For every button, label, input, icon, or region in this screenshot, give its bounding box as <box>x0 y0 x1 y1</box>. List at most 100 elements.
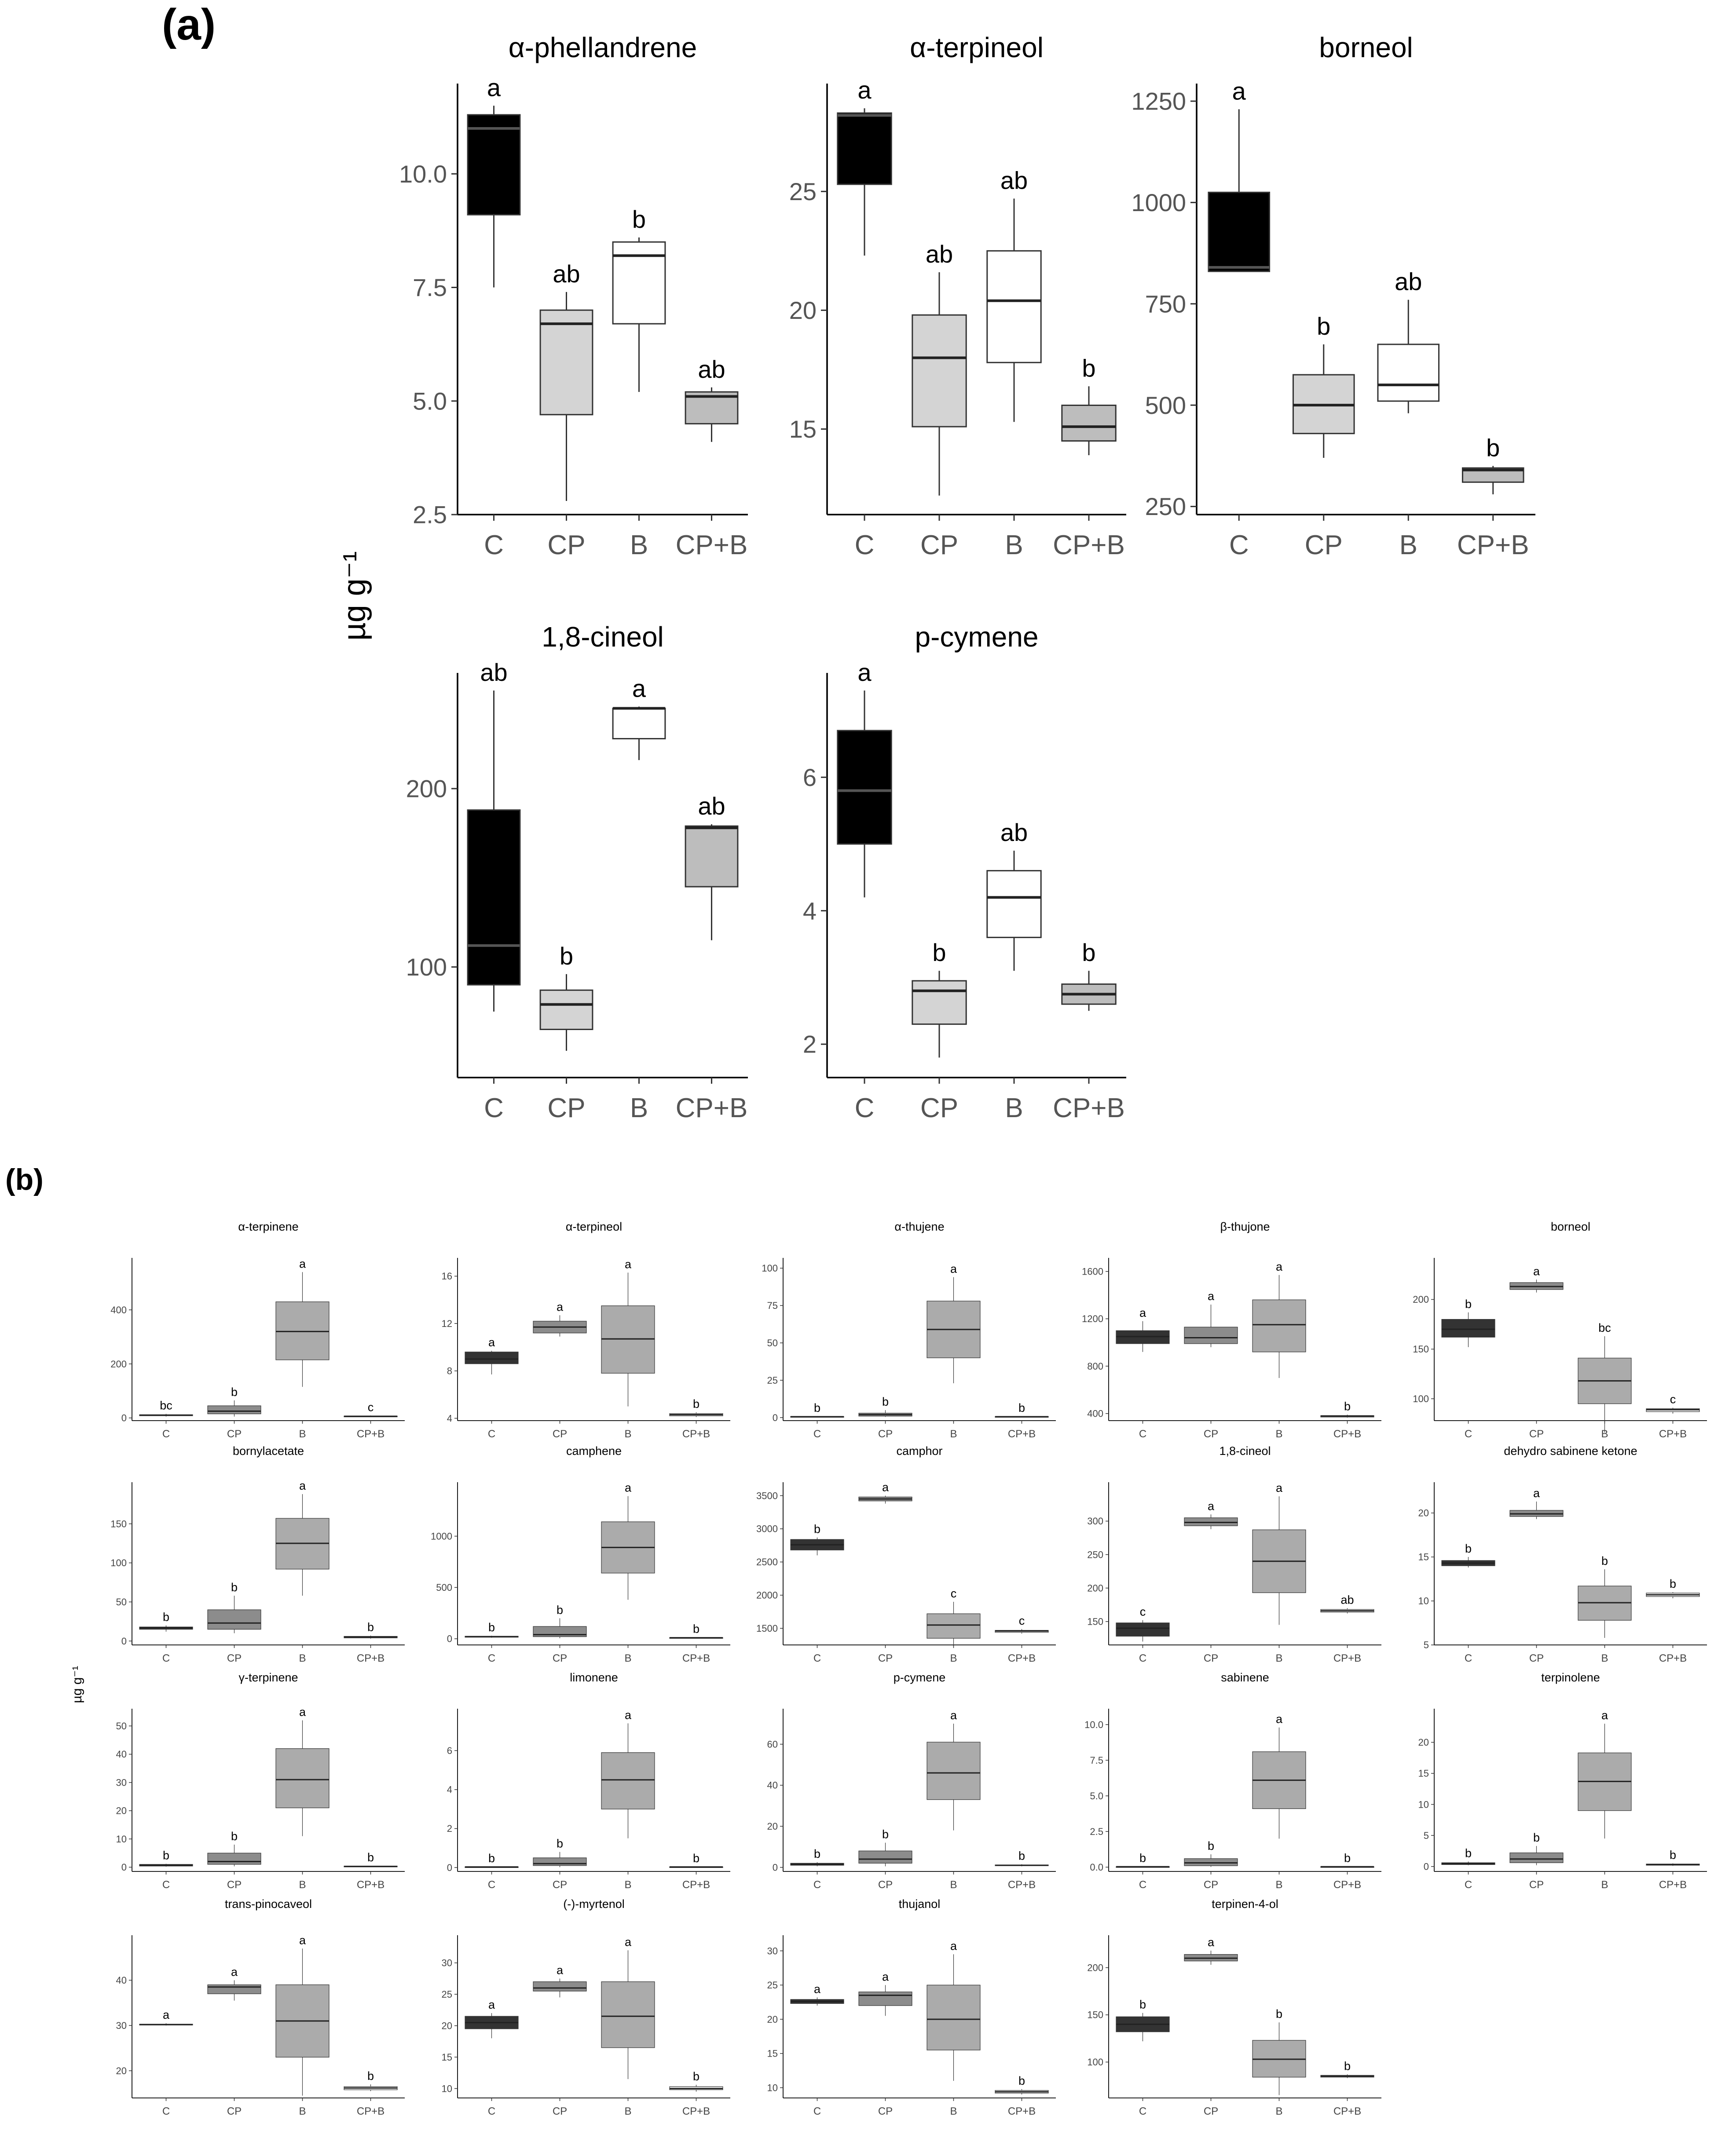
significance-letter: b <box>367 1621 374 1634</box>
y-tick-label: 40 <box>767 1780 778 1791</box>
x-tick-label: CP <box>553 1428 567 1440</box>
box-cp: b <box>912 939 967 1058</box>
significance-letter: ab <box>698 792 725 820</box>
box-c: b <box>139 1611 193 1632</box>
x-tick-label: CP+B <box>1457 530 1529 560</box>
box-cp-b: ab <box>685 355 739 442</box>
significance-letter: a <box>1232 77 1246 105</box>
box-cp: b <box>533 1837 587 1867</box>
significance-letter: b <box>882 1828 889 1841</box>
box-c: a <box>837 76 892 256</box>
x-tick-label: CP <box>1305 530 1343 560</box>
significance-letter: b <box>1317 312 1330 340</box>
y-tick-label: 15 <box>442 2052 452 2063</box>
chart-title: borneol <box>1551 1220 1590 1233</box>
x-tick-label: CP+B <box>1008 1652 1036 1664</box>
box-iqr <box>467 809 521 986</box>
chart-title: sabinene <box>1221 1671 1269 1684</box>
x-tick-label: CP+B <box>1333 1879 1361 1891</box>
box-c: b <box>465 1852 519 1868</box>
x-tick-label: CP <box>227 1879 242 1891</box>
x-tick-label: CP+B <box>1053 1093 1125 1123</box>
box-c: ab <box>467 658 521 1012</box>
box-c: a <box>465 1998 519 2039</box>
y-tick-label: 1000 <box>431 1531 452 1542</box>
y-tick-label: 0 <box>1424 1861 1429 1872</box>
box-iqr <box>465 1352 519 1364</box>
box-iqr <box>986 870 1042 938</box>
x-tick-label: B <box>1601 1879 1608 1891</box>
x-tick-label: CP+B <box>1659 1879 1687 1891</box>
chart-b-1-8-cineol-13: 1,8-cineol 150 200 250 300 C CP B CP+B c a a ab <box>1087 1444 1381 1664</box>
significance-letter: b <box>1018 1849 1025 1863</box>
significance-letter: b <box>1465 1542 1472 1555</box>
significance-letter: a <box>625 1481 632 1495</box>
significance-letter: b <box>488 1852 495 1865</box>
significance-letter: b <box>488 1621 495 1634</box>
x-tick-label: C <box>1139 1879 1146 1891</box>
x-tick-label: CP+B <box>682 1428 710 1440</box>
x-tick-label: CP+B <box>1659 1652 1687 1664</box>
y-tick-label: 20 <box>1418 1737 1429 1748</box>
chart-b-sabinene-18: sabinene 0.0 2.5 5.0 7.5 10.0 C CP B CP+B b b a b <box>1084 1671 1381 1891</box>
y-tick-label: 400 <box>1087 1408 1103 1419</box>
y-tick-label: 0 <box>121 1413 127 1424</box>
significance-letter: ab <box>1000 166 1028 194</box>
y-tick-label: 30 <box>116 1777 127 1788</box>
box-b: a <box>275 1933 330 2096</box>
x-tick-label: B <box>1275 1652 1282 1664</box>
box-iqr <box>207 1853 261 1865</box>
x-tick-label: CP <box>1204 1879 1218 1891</box>
y-tick-label: 20 <box>116 2065 127 2076</box>
significance-letter: a <box>950 1709 957 1722</box>
x-tick-label: CP+B <box>1008 1428 1036 1440</box>
significance-letter: a <box>882 1481 889 1494</box>
y-tick-label: 1600 <box>1082 1266 1103 1277</box>
chart-title: α-terpineol <box>910 32 1044 63</box>
significance-letter: b <box>1670 1577 1676 1590</box>
y-tick-label: 1000 <box>1131 189 1186 216</box>
significance-letter: b <box>693 1397 700 1411</box>
box-b: a <box>1252 1481 1306 1625</box>
y-tick-label: 1250 <box>1131 88 1186 115</box>
box-cp-b: b <box>995 1849 1049 1867</box>
y-tick-label: 10 <box>767 2082 778 2093</box>
box-cp: b <box>858 1395 912 1417</box>
box-b: ab <box>986 819 1042 971</box>
significance-letter: a <box>950 1939 957 1952</box>
significance-letter: a <box>488 1998 495 2011</box>
box-iqr <box>1184 1858 1238 1866</box>
box-iqr <box>539 989 593 1030</box>
significance-letter: a <box>231 1965 238 1978</box>
chart-b-myrtenol-21: (-)-myrtenol 10 15 20 25 30 C CP B CP+B a a a b <box>442 1897 730 2117</box>
box-cp: a <box>1509 1487 1564 1519</box>
y-tick-label: 150 <box>1087 2010 1103 2021</box>
y-tick-label: 4 <box>803 897 817 925</box>
x-tick-label: CP <box>553 1879 567 1891</box>
x-tick-label: B <box>630 530 648 560</box>
box-iqr <box>275 1301 330 1360</box>
chart-title: camphene <box>566 1444 622 1458</box>
x-tick-label: B <box>950 2105 957 2117</box>
significance-letter: a <box>1276 1260 1283 1273</box>
y-tick-label: 6 <box>447 1745 452 1756</box>
x-tick-label: CP <box>878 1652 893 1664</box>
y-tick-label: 10 <box>1418 1799 1429 1810</box>
box-cp-b: b <box>995 1401 1049 1418</box>
significance-letter: a <box>163 2008 170 2021</box>
box-iqr <box>207 1405 261 1414</box>
box-iqr <box>533 1981 587 1992</box>
box-b: bc <box>1578 1321 1632 1433</box>
y-tick-label: 1500 <box>756 1623 778 1634</box>
box-b: a <box>927 1709 981 1831</box>
chart-title: α-thujene <box>894 1220 944 1233</box>
significance-letter: a <box>857 76 872 104</box>
y-tick-label: 100 <box>1413 1393 1429 1404</box>
significance-letter: b <box>1082 354 1095 382</box>
box-c: c <box>1116 1605 1170 1642</box>
chart-title: 1,8-cineol <box>1219 1444 1271 1458</box>
x-tick-label: CP <box>1204 2105 1218 2117</box>
